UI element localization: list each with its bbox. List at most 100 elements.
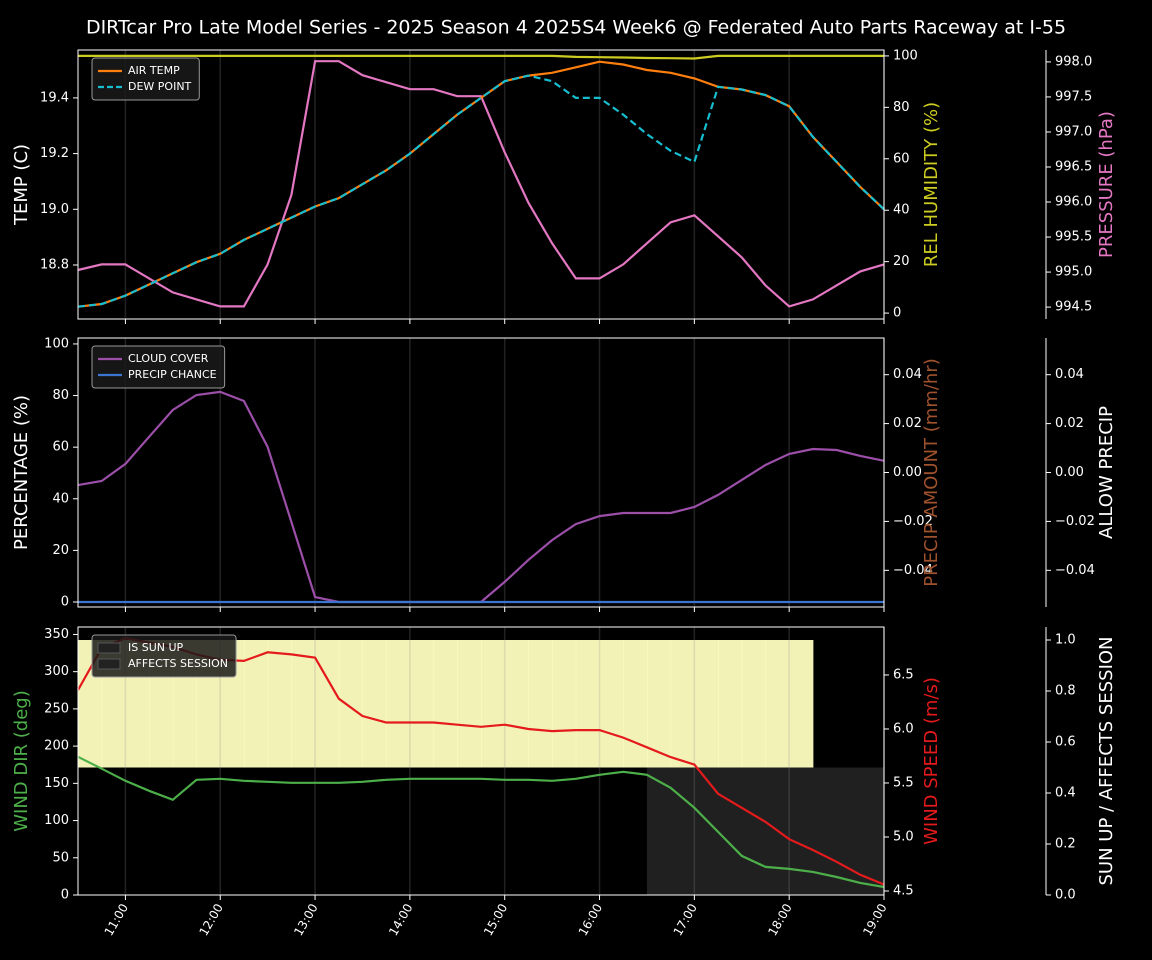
band xyxy=(694,640,719,768)
band xyxy=(765,640,790,768)
y2-tick-label: 4.5 xyxy=(893,884,914,899)
band xyxy=(386,640,411,768)
plot-frame xyxy=(77,49,885,320)
y-axis-label: PERCENTAGE (%) xyxy=(11,395,32,550)
legend-label: AFFECTS SESSION xyxy=(128,657,228,670)
y-tick-label: 60 xyxy=(52,440,69,455)
legend: IS SUN UP AFFECTS SESSION xyxy=(91,634,237,678)
y-tick-label: 150 xyxy=(44,776,69,791)
y3-tick-label: 996.0 xyxy=(1055,195,1092,210)
band xyxy=(243,640,269,768)
band xyxy=(670,767,695,895)
y3-tick-label: 998.0 xyxy=(1055,54,1092,69)
y2-tick-label: 20 xyxy=(893,254,910,269)
band xyxy=(338,640,363,768)
y2-tick-label: 6.0 xyxy=(893,721,914,736)
legend-box xyxy=(91,345,226,389)
band xyxy=(646,767,672,895)
y-tick-label: 350 xyxy=(44,627,69,642)
band xyxy=(789,767,814,895)
y2-tick-label: 0.00 xyxy=(893,465,922,480)
y2-tick-label: 40 xyxy=(893,203,910,218)
x-tick-label: 13:00 xyxy=(291,901,320,938)
x-tick-label: 15:00 xyxy=(481,901,510,938)
y-tick-label: 19.2 xyxy=(40,146,69,161)
line-series xyxy=(77,74,885,308)
y3-tick-label: 994.5 xyxy=(1055,300,1092,315)
y2-tick-label: 6.5 xyxy=(893,667,914,682)
y2-tick-label: 0.04 xyxy=(893,367,922,382)
y-tick-label: 19.4 xyxy=(40,90,69,105)
band xyxy=(457,640,482,768)
legend-swatch xyxy=(97,642,121,654)
y2-tick-label: 5.0 xyxy=(893,829,914,844)
legend-box xyxy=(91,57,200,101)
x-tick-label: 11:00 xyxy=(102,901,131,938)
y3-tick-label: −0.04 xyxy=(1055,563,1095,578)
band xyxy=(646,640,672,768)
y3-tick-label: 0.4 xyxy=(1055,786,1076,801)
legend-label: IS SUN UP xyxy=(128,641,184,654)
x-tick-label: 19:00 xyxy=(860,901,889,938)
y2-tick-label: 60 xyxy=(893,151,910,166)
y3-axis-label: PRESSURE (hPa) xyxy=(1096,111,1117,258)
line-series xyxy=(78,54,884,60)
y-tick-label: 200 xyxy=(44,739,69,754)
y-tick-label: 19.0 xyxy=(40,202,69,217)
y-axis-label: WIND DIR (deg) xyxy=(11,690,32,832)
y3-axis-label: ALLOW PRECIP xyxy=(1096,406,1117,539)
band xyxy=(481,640,506,768)
y-tick-label: 300 xyxy=(44,664,69,679)
line-series xyxy=(77,60,885,308)
band xyxy=(789,640,814,768)
band xyxy=(860,767,885,895)
y3-axis-label: SUN UP / AFFECTS SESSION xyxy=(1096,636,1117,885)
y3-tick-label: −0.02 xyxy=(1055,514,1095,529)
y-tick-label: 250 xyxy=(44,701,69,716)
legend-label: PRECIP CHANCE xyxy=(128,368,217,381)
legend-label: CLOUD COVER xyxy=(128,352,209,365)
plot-frame xyxy=(77,626,885,896)
band xyxy=(315,640,340,768)
band xyxy=(291,640,316,768)
y3-tick-label: 997.0 xyxy=(1055,124,1092,139)
band xyxy=(409,640,435,768)
y3-tick-label: 996.5 xyxy=(1055,159,1092,174)
band xyxy=(670,640,695,768)
y2-axis-label: PRECIP AMOUNT (mm/hr) xyxy=(921,358,942,587)
y2-axis-label: REL HUMIDITY (%) xyxy=(921,102,942,267)
x-tick-label: 14:00 xyxy=(386,901,415,938)
band xyxy=(741,767,766,895)
band xyxy=(694,767,719,895)
legend-swatch xyxy=(97,658,121,670)
y2-axis-label: WIND SPEED (m/s) xyxy=(921,677,942,845)
y2-tick-label: 0.02 xyxy=(893,416,922,431)
legend-box xyxy=(91,634,237,678)
x-tick-label: 16:00 xyxy=(576,901,605,938)
legend-label: DEW POINT xyxy=(128,80,192,93)
band xyxy=(267,640,292,768)
legend-label: AIR TEMP xyxy=(128,64,180,77)
y3-tick-label: 995.0 xyxy=(1055,265,1092,280)
y3-tick-label: 997.5 xyxy=(1055,89,1092,104)
y-tick-label: 100 xyxy=(44,813,69,828)
y-tick-label: 18.8 xyxy=(40,257,69,272)
y3-tick-label: 0.04 xyxy=(1055,367,1084,382)
y-tick-label: 0 xyxy=(61,888,69,903)
y3-tick-label: 1.0 xyxy=(1055,633,1076,648)
y3-tick-label: 0.00 xyxy=(1055,465,1084,480)
y-tick-label: 0 xyxy=(61,594,69,609)
band xyxy=(575,640,601,768)
band xyxy=(836,767,861,895)
line-series xyxy=(77,755,885,889)
band xyxy=(504,640,529,768)
band xyxy=(599,640,624,768)
band xyxy=(623,640,648,768)
y2-tick-label: 100 xyxy=(893,48,918,63)
line-series xyxy=(77,390,885,604)
band xyxy=(741,640,766,768)
y2-tick-label: −0.04 xyxy=(893,563,933,578)
x-tick-label: 18:00 xyxy=(765,901,794,938)
y3-tick-label: 0.8 xyxy=(1055,684,1076,699)
